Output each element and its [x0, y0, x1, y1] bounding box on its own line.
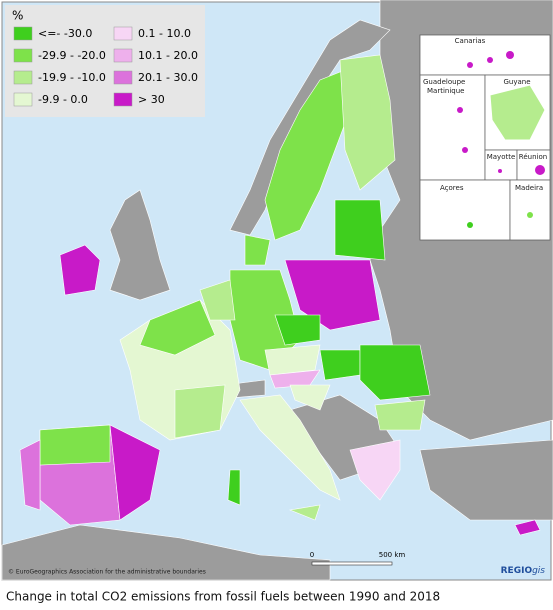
- legend-label: 10.1 - 20.0: [138, 49, 198, 62]
- inset-label: Martinique: [427, 87, 464, 95]
- legend-label: 0.1 - 10.0: [138, 27, 191, 40]
- region: [334, 199, 386, 261]
- inset-shape: [487, 57, 493, 63]
- inset-label: Açores: [440, 184, 464, 192]
- inset-shape: [462, 147, 468, 153]
- region: [374, 399, 426, 431]
- logo-italic: gis: [532, 566, 545, 576]
- inset-label: Madeira: [515, 184, 543, 192]
- legend-swatch: [113, 26, 133, 41]
- legend-swatch: [13, 26, 33, 41]
- legend: <=- -30.0 -29.9 - -20.0 -19.9 - -10.0 -9.9 …: [13, 26, 198, 107]
- region: [359, 344, 431, 401]
- inset-label: Guyane: [503, 78, 530, 86]
- inset-label: Canarias: [455, 37, 486, 45]
- scale-bar-rect: [311, 561, 393, 566]
- region: [239, 394, 341, 501]
- logo-bold: REGIO: [501, 566, 533, 576]
- legend-label: -19.9 - -10.0: [38, 71, 106, 84]
- inset-label: Guadeloupe: [423, 78, 465, 86]
- region: [227, 469, 241, 506]
- legend-label: -9.9 - 0.0: [38, 93, 88, 106]
- region: [514, 519, 541, 536]
- region: [284, 259, 381, 331]
- legend-box: [5, 5, 205, 117]
- legend-swatch: [113, 70, 133, 85]
- region: [289, 384, 331, 411]
- inset-shape: [457, 107, 463, 113]
- region: [319, 349, 361, 381]
- legend-swatch: [113, 92, 133, 107]
- caption: Change in total CO2 emissions from fossi…: [6, 590, 440, 604]
- region: [109, 424, 161, 521]
- region: [244, 234, 271, 266]
- inset-shape: [535, 165, 545, 175]
- regions: [19, 54, 541, 536]
- legend-label: <=- -30.0: [38, 27, 92, 40]
- inset-label: Réunion: [519, 153, 547, 161]
- land: [419, 439, 553, 521]
- legend-label: > 30: [138, 93, 165, 106]
- region: [264, 344, 321, 376]
- region: [339, 54, 396, 191]
- region: [199, 279, 236, 321]
- insets: Canarias Guadeloupe Martinique Guyane Ma…: [419, 34, 551, 241]
- inset-box: [419, 179, 511, 241]
- legend-label: -29.9 - -20.0: [38, 49, 106, 62]
- inset-shape: [527, 212, 533, 218]
- inset-label: Mayotte: [487, 153, 516, 161]
- region: [139, 299, 216, 356]
- logo: REGIOgis: [501, 566, 546, 576]
- legend-title: %: [12, 9, 23, 23]
- legend-swatch: [13, 92, 33, 107]
- credit: © EuroGeographics Association for the ad…: [8, 569, 206, 576]
- land: [109, 189, 171, 301]
- inset-box: [509, 179, 551, 241]
- region: [174, 384, 226, 439]
- inset-shape: [498, 169, 502, 173]
- legend-swatch: [13, 70, 33, 85]
- inset-box: [516, 149, 551, 181]
- legend-swatch: [113, 48, 133, 63]
- inset-shape: [467, 62, 473, 68]
- region: [349, 439, 401, 501]
- inset-shape: [467, 222, 473, 228]
- region: [19, 439, 41, 511]
- scale-bar: 0 500 km: [310, 551, 406, 566]
- region: [59, 244, 101, 296]
- region: [288, 504, 321, 521]
- inset-shape: [506, 51, 514, 59]
- inset-shape: [489, 84, 546, 141]
- legend-label: 20.1 - 30.0: [138, 71, 198, 84]
- scale-label: 500 km: [379, 551, 406, 559]
- legend-swatch: [13, 48, 33, 63]
- region: [274, 314, 321, 346]
- land: [1, 524, 331, 581]
- region: [39, 424, 111, 466]
- scale-label: 0: [310, 551, 314, 559]
